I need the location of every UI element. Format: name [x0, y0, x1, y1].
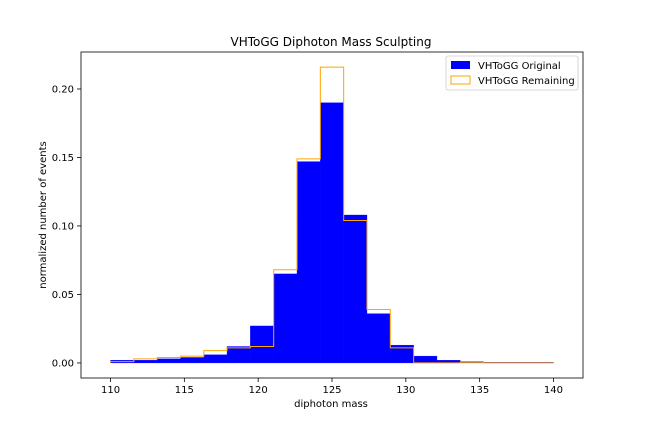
x-tick-label: 125 [322, 385, 341, 396]
x-tick-label: 135 [470, 385, 489, 396]
legend: VHToGG Original VHToGG Remaining [445, 55, 579, 91]
x-tick-label: 110 [101, 385, 120, 396]
y-tick-label: 0.10 [52, 221, 74, 232]
y-tick-label: 0.00 [52, 358, 74, 369]
x-tick-label: 140 [544, 385, 563, 396]
x-axis: 110 115 120 125 130 135 140 [101, 378, 563, 396]
step-remaining [110, 66, 554, 364]
y-axis: 0.00 0.05 0.10 0.15 0.20 [52, 84, 81, 369]
bar-original [226, 346, 251, 364]
y-tick-label: 0.20 [52, 84, 74, 95]
x-axis-label: diphoton mass [294, 399, 368, 410]
bar-original [250, 325, 274, 364]
legend-swatch-remaining [450, 75, 471, 85]
legend-box [445, 55, 579, 91]
x-tick-label: 130 [396, 385, 415, 396]
bar-original [273, 273, 298, 364]
bar-original [203, 354, 228, 364]
legend-label-original: VHToGG Original [478, 61, 561, 72]
plot-area [110, 66, 554, 364]
bar-original [343, 214, 368, 364]
y-tick-label: 0.05 [52, 290, 74, 301]
y-axis-label: normalized number of events [38, 141, 49, 288]
chart-title: VHToGG Diphoton Mass Sculpting [231, 35, 432, 49]
series-original [110, 102, 554, 364]
bar-original [180, 357, 204, 364]
bar-original [296, 161, 321, 364]
bar-original [366, 313, 391, 364]
x-tick-label: 115 [175, 385, 194, 396]
x-tick-label: 120 [249, 385, 268, 396]
bar-original [157, 358, 181, 364]
y-tick-label: 0.15 [52, 153, 74, 164]
bar-original [133, 360, 158, 364]
bar-original [413, 355, 438, 364]
legend-label-remaining: VHToGG Remaining [478, 76, 575, 87]
legend-swatch-original [451, 61, 470, 69]
bar-original [320, 102, 344, 364]
